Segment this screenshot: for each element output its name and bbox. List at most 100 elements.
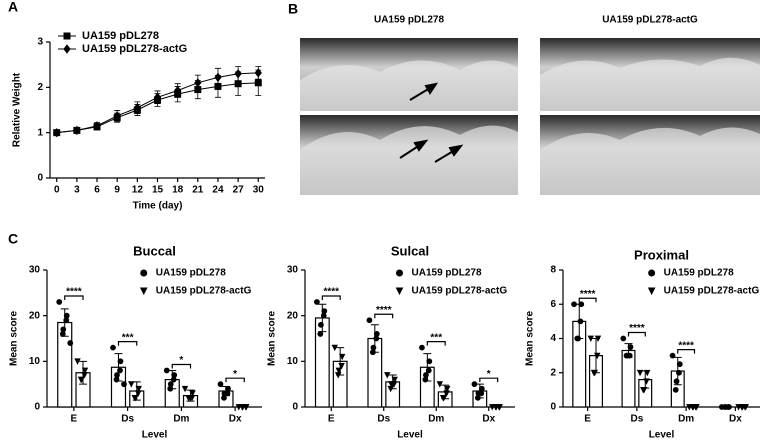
significance-label: **** (678, 340, 694, 351)
marker (93, 121, 101, 131)
y-tick-label: 2 (550, 367, 556, 378)
marker (318, 321, 324, 328)
legend-marker (395, 287, 404, 296)
marker (221, 390, 228, 397)
teeth (300, 125, 518, 195)
marker (577, 318, 584, 325)
marker (317, 331, 324, 337)
teeth (300, 60, 518, 111)
marker (422, 376, 429, 383)
x-tick-label: Dx (482, 414, 495, 425)
significance-label: * (233, 369, 237, 380)
marker (387, 385, 394, 393)
x-tick-label: Dm (678, 414, 694, 425)
marker (620, 335, 627, 342)
significance-bracket (426, 341, 446, 346)
marker (373, 331, 380, 337)
significance-bracket (171, 363, 192, 369)
marker (335, 367, 342, 374)
y-tick-label: 0 (550, 402, 556, 413)
marker (492, 404, 499, 411)
marker (121, 381, 127, 388)
legend-marker (63, 44, 71, 54)
marker (738, 404, 745, 411)
marker (644, 369, 651, 377)
significance-label: **** (376, 305, 392, 316)
significance-label: **** (629, 323, 645, 334)
x-tick-label: 21 (192, 185, 204, 196)
marker (314, 299, 320, 305)
significance-label: **** (580, 289, 596, 300)
y-tick-label: 30 (287, 265, 299, 276)
marker (443, 390, 450, 397)
teeth (540, 57, 760, 111)
chart-title: Proximal (634, 247, 689, 262)
marker (77, 376, 85, 384)
legend-marker (396, 269, 403, 277)
x-axis-label: Level (649, 430, 675, 441)
x-tick-label: 30 (253, 185, 265, 196)
significance-bracket (627, 331, 646, 337)
marker (81, 367, 89, 374)
marker (117, 367, 123, 374)
marker (574, 335, 581, 342)
marker (225, 385, 231, 392)
legend-label: UA159 pDL278-actG (412, 286, 508, 297)
marker (185, 394, 192, 402)
marker (722, 404, 728, 410)
marker (669, 352, 676, 359)
x-tick-label: Ds (377, 414, 390, 425)
marker (239, 404, 246, 411)
marker (181, 385, 189, 393)
marker (391, 376, 398, 384)
marker (636, 369, 644, 377)
significance-bracket (64, 295, 84, 300)
marker (153, 92, 162, 103)
marker (63, 312, 70, 319)
marker (67, 340, 74, 346)
y-tick-label: 4 (550, 333, 556, 344)
marker (254, 68, 262, 78)
marker (673, 378, 680, 385)
marker (436, 381, 443, 388)
y-axis-label: Mean score (525, 311, 536, 366)
marker (214, 72, 222, 83)
significance-bracket (117, 341, 138, 346)
marker (321, 308, 328, 315)
x-tick-label: E (71, 414, 78, 425)
marker (131, 394, 138, 402)
marker (369, 349, 376, 356)
marker (194, 78, 202, 88)
legend-label: UA159 pDL278 (412, 268, 482, 279)
x-tick-label: 18 (172, 185, 184, 196)
marker (587, 335, 595, 343)
marker (113, 376, 120, 383)
y-tick-label: 10 (287, 356, 299, 367)
marker (114, 372, 120, 378)
panel-label: C (8, 231, 18, 247)
legend-marker (140, 269, 148, 277)
marker (425, 367, 432, 374)
marker (338, 353, 346, 361)
bar (621, 349, 636, 408)
image-title: UA159 pDL278-actG (602, 15, 698, 26)
marker (689, 404, 696, 411)
marker (373, 335, 380, 342)
marker (113, 111, 121, 121)
significance-label: **** (66, 287, 82, 298)
marker (623, 352, 630, 359)
marker (189, 390, 196, 397)
marker (128, 381, 135, 388)
y-tick-label: 6 (550, 299, 556, 310)
marker (676, 361, 683, 368)
marker (384, 372, 391, 379)
marker (217, 381, 224, 388)
chart-title: Buccal (133, 243, 176, 258)
significance-bracket (225, 377, 245, 383)
significance-bracket (479, 377, 499, 383)
x-tick-label: 0 (54, 185, 60, 196)
marker (234, 69, 242, 79)
marker (370, 344, 377, 351)
legend-marker (648, 269, 656, 277)
marker (170, 376, 177, 383)
